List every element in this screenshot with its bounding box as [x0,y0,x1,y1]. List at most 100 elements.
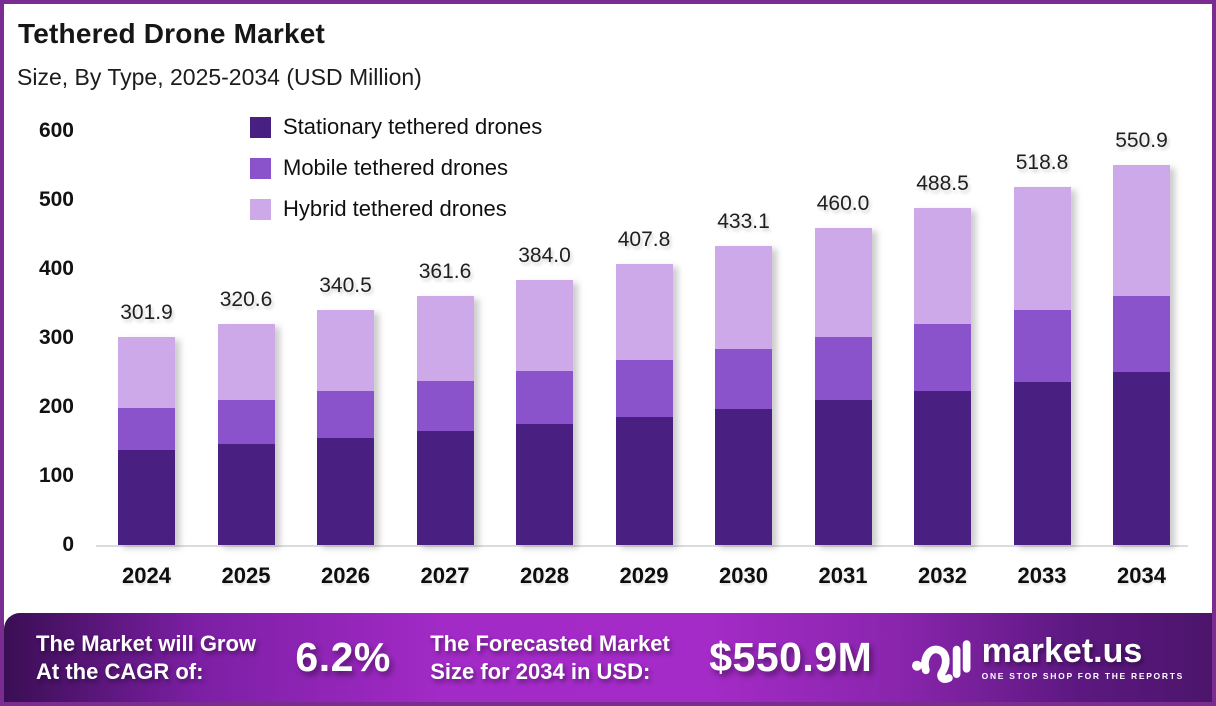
bar-group-2032: 488.5 2032 [914,172,971,588]
bar-segment [317,437,374,545]
bar-group-2027: 361.6 2027 [416,260,474,588]
x-axis-label: 2034 [1117,563,1166,588]
bar-segment [118,449,175,545]
chart-legend: Stationary tethered drones Mobile tether… [250,114,542,222]
plot-area: 301.9 2024 320.6 2025 340.5 2026 361.6 2027 384.… [98,129,1190,588]
bar-total-label: 550.9 [1115,128,1168,152]
bar-segment [217,323,275,400]
bar-group-2025: 320.6 2025 [217,288,275,588]
bar-total-label: 361.6 [418,259,472,283]
x-axis-label: 2024 [122,563,171,588]
bar-segment [914,323,971,392]
legend-swatch-stationary [250,116,271,138]
y-axis: 0 100 200 300 400 500 600 [4,4,82,702]
y-axis-tick: 500 [38,188,74,211]
x-axis-label: 2027 [420,563,470,588]
forecast-label: The Forecasted Market Size for 2034 in U… [430,630,670,685]
bar-segment [1113,164,1170,296]
legend-label: Hybrid tethered drones [283,196,507,221]
x-axis-label: 2025 [221,563,271,588]
bar-segment [118,336,175,409]
x-axis-label: 2029 [619,563,669,588]
bar-segment [416,295,474,382]
x-axis-label: 2031 [818,563,868,588]
bar-segment [615,360,673,417]
bar-segment [416,431,474,545]
x-axis-label: 2028 [520,563,569,588]
cagr-label: The Market will Grow At the CAGR of: [36,630,256,685]
bar-segment [715,408,772,545]
bar-segment [217,399,275,445]
bar-segment [914,391,971,545]
bar-group-2031: 460.0 2031 [814,192,872,588]
cagr-value: 6.2% [295,634,391,680]
bar-segment [914,207,971,324]
forecast-label-line2: Size for 2034 in USD: [430,658,651,684]
bar-segment [1013,381,1071,545]
forecast-label-line1: The Forecasted Market [430,631,670,656]
forecast-value: $550.9M [709,634,873,680]
legend-item-hybrid: Hybrid tethered drones [250,196,542,222]
bar-group-2028: 384.0 2028 [516,244,573,588]
bar-segment [814,336,872,401]
bar-total-label: 320.6 [219,287,273,311]
bar-group-2026: 340.5 2026 [317,274,374,588]
marketus-logo-icon [911,639,971,683]
y-axis-tick: 100 [38,464,74,487]
brand-text: market.us ONE STOP SHOP FOR THE REPORTS [982,634,1184,681]
bar-group-2033: 518.8 2033 [1013,151,1071,588]
legend-label: Mobile tethered drones [283,155,509,180]
bar-total-label: 460.0 [816,191,870,215]
x-axis-label: 2033 [1017,563,1067,588]
bar-segment [416,381,474,432]
footer-banner: The Market will Grow At the CAGR of: 6.2… [4,613,1212,702]
bar-segment [615,416,673,545]
y-axis-tick: 400 [38,257,74,280]
page-title: Tethered Drone Market [18,18,326,49]
bar-segment [1013,310,1071,382]
y-axis-tick: 200 [38,395,74,418]
bar-group-2030: 433.1 2030 [715,210,772,588]
bar-segment [715,348,772,409]
bar-segment [516,280,573,372]
brand-tagline: ONE STOP SHOP FOR THE REPORTS [981,671,1184,681]
legend-item-mobile: Mobile tethered drones [250,155,542,181]
legend-item-stationary: Stationary tethered drones [250,114,542,140]
bar-total-label: 384.0 [518,244,571,268]
page-subtitle: Size, By Type, 2025-2034 (USD Million) [17,64,422,90]
bar-segment [516,371,573,425]
cagr-label-line2: At the CAGR of: [36,658,204,684]
legend-label: Stationary tethered drones [283,114,543,139]
bar-group-2034: 550.9 2034 [1113,129,1170,588]
bar-segment [615,263,673,361]
bar-segment [217,444,275,545]
legend-swatch-hybrid [250,198,271,220]
brand-logo: market.us ONE STOP SHOP FOR THE REPORTS [911,632,1184,684]
bar-segment [715,246,772,349]
bar-segment [317,310,374,391]
bar-total-label: 488.5 [916,171,969,195]
bar-segment [814,400,872,545]
y-axis-tick: 600 [38,119,74,142]
x-axis-label: 2030 [719,563,768,588]
bar-segment [118,408,175,450]
bar-segment [1013,187,1071,311]
x-axis-label: 2026 [321,563,370,588]
bar-total-label: 340.5 [319,274,372,298]
x-axis-label: 2032 [918,563,967,588]
bar-segment [516,424,573,545]
bar-segment [814,227,872,337]
bar-total-label: 518.8 [1015,151,1069,175]
x-axis-line [96,545,1188,547]
cagr-label-line1: The Market will Grow [36,631,257,656]
bar-total-label: 301.9 [120,300,173,324]
y-axis-tick: 0 [62,533,74,556]
legend-swatch-mobile [250,157,271,179]
bar-group-2029: 407.8 2029 [615,228,673,588]
bar-group-2024: 301.9 2024 [118,301,175,588]
brand-name: market.us [981,632,1143,670]
bar-segment [1113,371,1170,545]
bar-total-label: 407.8 [617,227,671,251]
bar-segment [317,390,374,438]
